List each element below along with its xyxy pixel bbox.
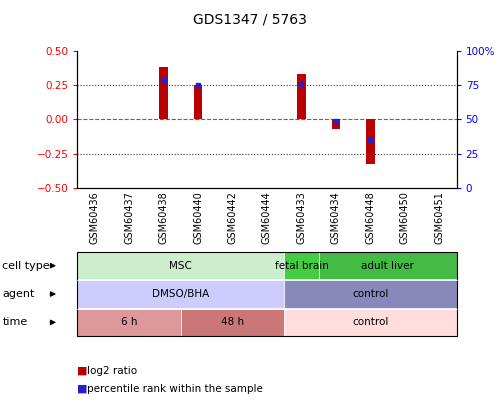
Text: control: control <box>352 318 389 327</box>
Text: ■: ■ <box>77 366 88 375</box>
Text: DMSO/BHA: DMSO/BHA <box>152 289 210 299</box>
Text: MSC: MSC <box>169 261 192 271</box>
Bar <box>194 85 202 119</box>
Bar <box>366 119 375 164</box>
Text: adult liver: adult liver <box>361 261 414 271</box>
Bar <box>297 74 306 119</box>
Text: agent: agent <box>2 289 35 299</box>
Text: GDS1347 / 5763: GDS1347 / 5763 <box>193 12 306 26</box>
Text: percentile rank within the sample: percentile rank within the sample <box>87 384 263 394</box>
Text: time: time <box>2 318 28 327</box>
Text: control: control <box>352 289 389 299</box>
Text: log2 ratio: log2 ratio <box>87 366 137 375</box>
Text: cell type: cell type <box>2 261 50 271</box>
Bar <box>332 119 340 129</box>
Text: 6 h: 6 h <box>121 318 137 327</box>
Text: fetal brain: fetal brain <box>274 261 328 271</box>
Bar <box>159 67 168 119</box>
Text: ■: ■ <box>77 384 88 394</box>
Text: 48 h: 48 h <box>221 318 244 327</box>
